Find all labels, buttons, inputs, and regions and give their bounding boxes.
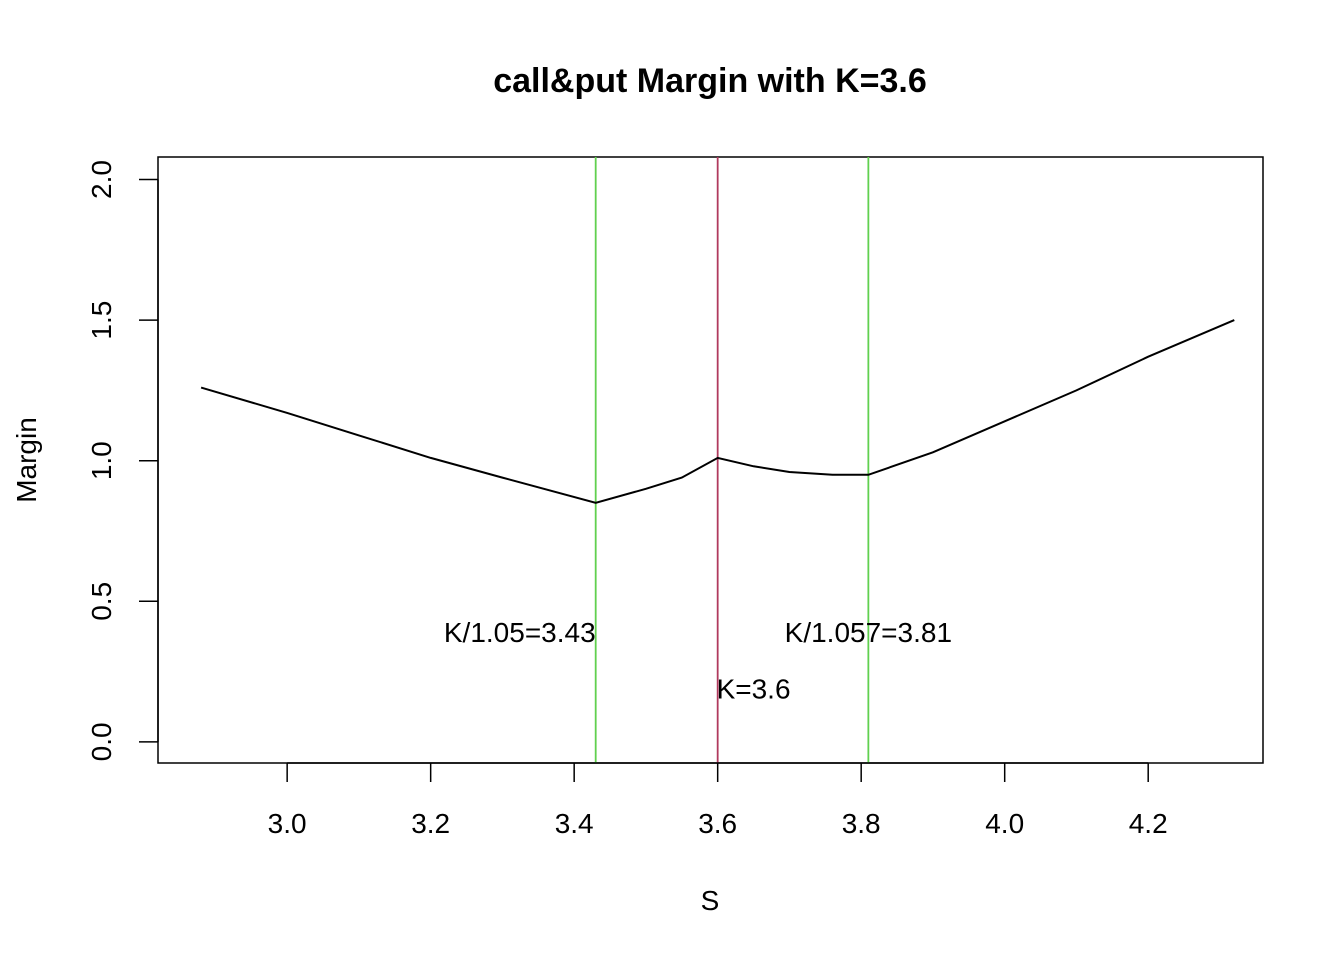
x-tick-label: 4.0 bbox=[985, 808, 1024, 839]
x-axis-label: S bbox=[701, 885, 720, 916]
y-tick-label: 2.0 bbox=[86, 160, 117, 199]
x-tick-label: 4.2 bbox=[1129, 808, 1168, 839]
x-tick-label: 3.6 bbox=[698, 808, 737, 839]
y-tick-label: 0.5 bbox=[86, 582, 117, 621]
chart-title: call&put Margin with K=3.6 bbox=[493, 62, 927, 100]
y-axis-label: Margin bbox=[11, 417, 42, 503]
x-tick-label: 3.2 bbox=[411, 808, 450, 839]
annotation-label: K/1.057=3.81 bbox=[785, 617, 952, 648]
data-series bbox=[200, 319, 1235, 504]
annotation-label: K/1.05=3.43 bbox=[444, 617, 596, 648]
y-tick-label: 1.0 bbox=[86, 441, 117, 480]
reference-lines bbox=[594, 157, 870, 763]
x-tick-label: 3.8 bbox=[842, 808, 881, 839]
series-line bbox=[200, 319, 1235, 504]
plot-area bbox=[157, 156, 1264, 764]
x-axis: 3.0 3.2 3.4 3.6 3.8 4.0 4.2 bbox=[268, 762, 1168, 839]
y-tick-label: 0.0 bbox=[86, 722, 117, 761]
y-tick-label: 1.5 bbox=[86, 301, 117, 340]
y-axis: 0.0 0.5 1.0 1.5 2.0 bbox=[86, 160, 159, 761]
annotations: K/1.05=3.43 K/1.057=3.81 K=3.6 bbox=[444, 617, 952, 704]
annotation-label: K=3.6 bbox=[717, 673, 791, 704]
x-tick-label: 3.4 bbox=[555, 808, 594, 839]
x-tick-label: 3.0 bbox=[268, 808, 307, 839]
